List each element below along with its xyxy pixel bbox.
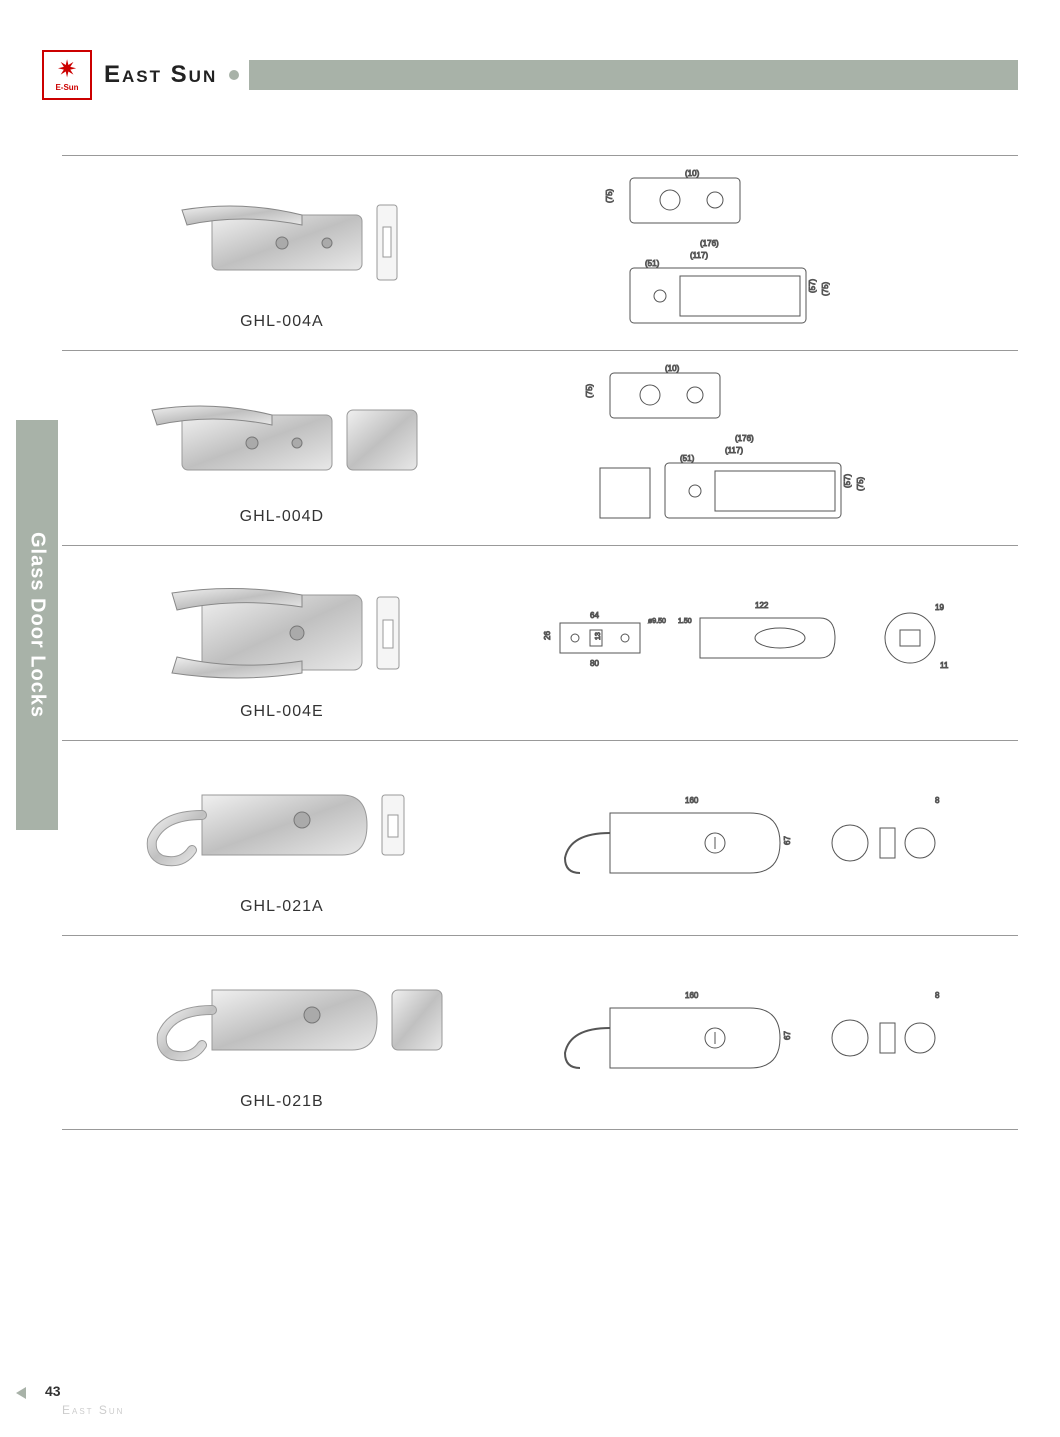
- product-row: GHL-004D (10) (75) (176) (117) (51) (: [62, 350, 1018, 545]
- category-label: Glass Door Locks: [26, 532, 49, 718]
- dim-label: ø9.50: [648, 618, 666, 625]
- product-code: GHL-004E: [62, 703, 502, 721]
- product-code: GHL-004A: [62, 313, 502, 331]
- product-photo: [132, 760, 432, 890]
- dim-label: 26: [543, 631, 552, 640]
- dim-label: 160: [685, 991, 699, 1000]
- product-image-cell: GHL-004E: [62, 556, 502, 730]
- product-image-cell: GHL-021A: [62, 751, 502, 925]
- dim-label: 80: [590, 659, 599, 668]
- dim-label: (51): [680, 454, 695, 463]
- dim-label: 67: [783, 1030, 792, 1039]
- dim-label: (10): [685, 169, 700, 178]
- product-diagram-cell: (10) (75) (176) (117) (51) (57) (75): [502, 361, 1018, 535]
- technical-diagram: 160 67 8: [540, 968, 980, 1098]
- product-row: GHL-021A 160 67 8: [62, 740, 1018, 935]
- dim-label: 8: [935, 991, 940, 1000]
- logo-label: E-Sun: [55, 84, 78, 92]
- header-bar: [249, 60, 1018, 90]
- dim-label: 122: [755, 601, 769, 610]
- product-diagram-cell: 64 26 80 13 ø9.50 1.50 122 19 11: [502, 556, 1018, 730]
- dim-label: (117): [725, 446, 743, 455]
- product-row: GHL-021B 160 67 8: [62, 935, 1018, 1130]
- footer-brand: East Sun: [62, 1403, 124, 1417]
- product-diagram-cell: 160 67 8: [502, 751, 1018, 925]
- dim-label: (176): [735, 434, 754, 443]
- product-image-cell: GHL-004D: [62, 361, 502, 535]
- dim-label: (75): [821, 281, 830, 296]
- product-code: GHL-021A: [62, 898, 502, 916]
- dim-label: 1.50: [678, 618, 692, 625]
- technical-diagram: 160 67 8: [540, 773, 980, 903]
- dim-label: (176): [700, 239, 719, 248]
- dim-label: 64: [590, 611, 599, 620]
- product-diagram-cell: (10) (75) (176) (117) (51) (57) (75): [502, 166, 1018, 340]
- product-catalog: GHL-004A (10) (75) (176) (117) (51) (57): [62, 155, 1018, 1357]
- product-photo: [152, 175, 412, 305]
- dim-label: (51): [645, 259, 660, 268]
- product-image-cell: GHL-004A: [62, 166, 502, 340]
- product-image-cell: GHL-021B: [62, 946, 502, 1119]
- page-header: ✷ E-Sun East Sun: [42, 50, 1018, 100]
- dim-label: (57): [843, 473, 852, 488]
- header-dot-icon: [229, 70, 239, 80]
- dim-label: 160: [685, 796, 699, 805]
- star-icon: ✷: [57, 58, 77, 82]
- technical-diagram: (10) (75) (176) (117) (51) (57) (75): [570, 363, 950, 533]
- product-row: GHL-004A (10) (75) (176) (117) (51) (57): [62, 155, 1018, 350]
- dim-label: 13: [595, 632, 602, 640]
- dim-label: 19: [935, 603, 944, 612]
- technical-diagram: (10) (75) (176) (117) (51) (57) (75): [570, 168, 950, 338]
- category-side-tab: Glass Door Locks: [16, 420, 58, 830]
- dim-label: (75): [856, 476, 865, 491]
- dim-label: (57): [808, 278, 817, 293]
- dim-label: 8: [935, 796, 940, 805]
- brand-logo: ✷ E-Sun: [42, 50, 92, 100]
- brand-name: East Sun: [104, 61, 217, 89]
- dim-label: (10): [665, 364, 680, 373]
- dim-label: 67: [783, 836, 792, 845]
- product-row: GHL-004E 64 26 80 13 ø9.50 1.50 122: [62, 545, 1018, 740]
- product-code: GHL-021B: [62, 1093, 502, 1111]
- dim-label: 11: [940, 661, 949, 670]
- dim-label: (75): [585, 383, 594, 398]
- page-arrow-icon: [16, 1387, 26, 1399]
- dim-label: (75): [605, 188, 614, 203]
- product-photo: [142, 565, 422, 695]
- product-diagram-cell: 160 67 8: [502, 946, 1018, 1119]
- dim-label: (117): [690, 251, 708, 260]
- product-code: GHL-004D: [62, 508, 502, 526]
- product-photo: [132, 370, 432, 500]
- page-number: 43: [45, 1383, 61, 1399]
- technical-diagram: 64 26 80 13 ø9.50 1.50 122 19 11: [540, 578, 980, 708]
- product-photo: [112, 955, 452, 1085]
